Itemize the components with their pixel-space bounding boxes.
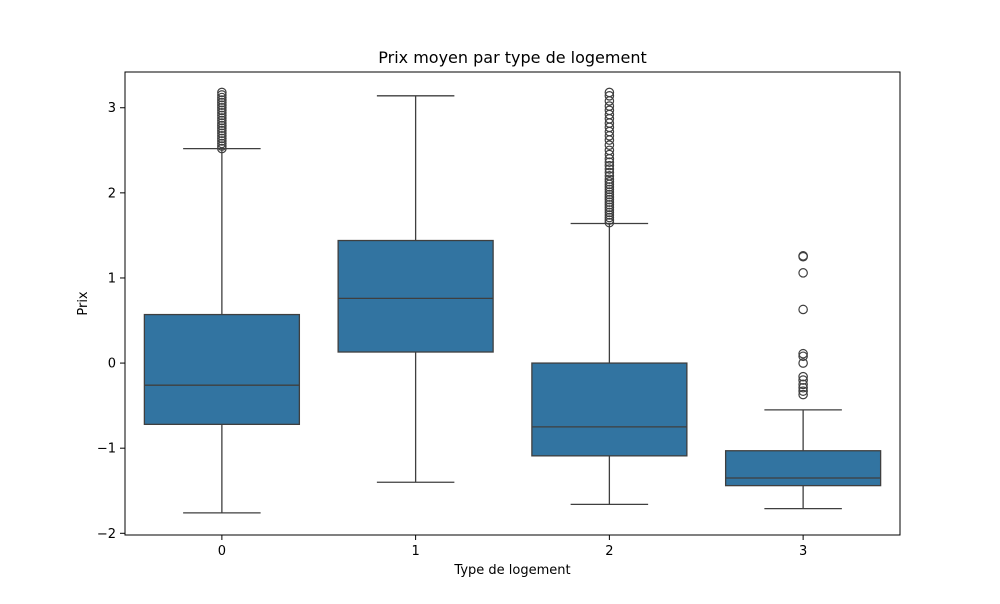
- y-tick-label: 1: [108, 271, 116, 286]
- outlier-point: [604, 205, 615, 215]
- outlier-point: [798, 379, 808, 390]
- outlier-point: [604, 157, 615, 168]
- y-tick-label: 3: [108, 101, 116, 116]
- y-tick-label: 2: [108, 186, 116, 201]
- outlier-point: [217, 105, 227, 116]
- outlier-point: [604, 87, 615, 98]
- outlier-point: [217, 102, 227, 113]
- chart-title: Prix moyen par type de logement: [378, 48, 646, 67]
- outlier-point: [604, 101, 615, 111]
- outlier-point: [604, 194, 615, 205]
- x-axis-label: Type de logement: [453, 563, 570, 578]
- outlier-point: [217, 118, 227, 128]
- outlier-point: [604, 171, 615, 181]
- outlier-point: [604, 176, 615, 187]
- box-group-2: [531, 87, 688, 506]
- outlier-point: [217, 136, 227, 146]
- box-iqr: [143, 313, 301, 426]
- outlier-point: [798, 386, 808, 396]
- outlier-point: [604, 187, 615, 197]
- outlier-point: [217, 97, 227, 108]
- x-axis: 0 1 2 3: [218, 535, 807, 559]
- outlier-point: [217, 138, 227, 149]
- outlier-point: [798, 382, 808, 393]
- outlier-point: [798, 304, 808, 315]
- x-tick-label: 2: [605, 544, 613, 559]
- outlier-point: [217, 90, 227, 100]
- outlier-point: [604, 184, 615, 195]
- outlier-point: [798, 389, 808, 400]
- box-group-0: [143, 87, 301, 514]
- outlier-point: [604, 210, 615, 220]
- outlier-point: [217, 100, 227, 110]
- outlier-point: [217, 141, 227, 151]
- outlier-point: [604, 145, 615, 156]
- box-group-3: [724, 251, 882, 510]
- box-group-1: [337, 95, 494, 483]
- outlier-point: [217, 131, 227, 141]
- outlier-point: [604, 164, 615, 174]
- outlier-point: [604, 217, 615, 228]
- y-tick-label: −1: [97, 442, 116, 457]
- outlier-point: [604, 199, 615, 210]
- y-axis-label: Prix: [76, 291, 91, 316]
- outlier-point: [217, 108, 227, 118]
- outlier-point: [604, 160, 615, 171]
- box-iqr: [531, 362, 688, 457]
- outlier-point: [798, 358, 808, 368]
- outlier-point: [798, 268, 808, 278]
- x-tick-label: 1: [411, 544, 419, 559]
- y-tick-label: 0: [108, 357, 116, 372]
- outlier-point: [217, 123, 227, 133]
- outlier-point: [217, 115, 227, 126]
- outlier-point: [798, 348, 808, 359]
- outlier-point: [217, 113, 227, 123]
- outlier-point: [217, 120, 227, 131]
- outlier-point: [604, 207, 615, 218]
- outlier-point: [604, 149, 615, 160]
- outlier-point: [604, 202, 615, 213]
- outlier-point: [604, 212, 615, 223]
- y-axis: −2 −1 0 1 2 3: [97, 101, 125, 542]
- outlier-point: [798, 375, 808, 385]
- outlier-point: [604, 182, 615, 192]
- x-tick-label: 0: [218, 544, 226, 559]
- outlier-point: [217, 128, 227, 139]
- box-iqr: [337, 239, 494, 353]
- outlier-point: [604, 140, 615, 150]
- outlier-point: [217, 143, 227, 154]
- outlier-point: [604, 174, 615, 185]
- outlier-point: [798, 251, 808, 261]
- outlier-point: [217, 110, 227, 121]
- outlier-point: [604, 167, 615, 178]
- outlier-point: [604, 189, 615, 200]
- outlier-point: [798, 351, 808, 362]
- outlier-point: [798, 371, 808, 382]
- outlier-point: [217, 92, 227, 103]
- outlier-point: [604, 215, 615, 225]
- plot-elements: [143, 87, 882, 514]
- plot-frame: [124, 71, 901, 536]
- outlier-point: [217, 87, 227, 98]
- outlier-point: [604, 91, 615, 101]
- outlier-point: [217, 95, 227, 105]
- outlier-point: [217, 125, 227, 136]
- outlier-point: [217, 133, 227, 144]
- outlier-point: [604, 105, 615, 116]
- outlier-point: [604, 197, 615, 208]
- outlier-point: [604, 192, 615, 202]
- box-iqr: [724, 450, 882, 487]
- x-tick-label: 3: [799, 544, 807, 559]
- y-tick-label: −2: [97, 527, 116, 542]
